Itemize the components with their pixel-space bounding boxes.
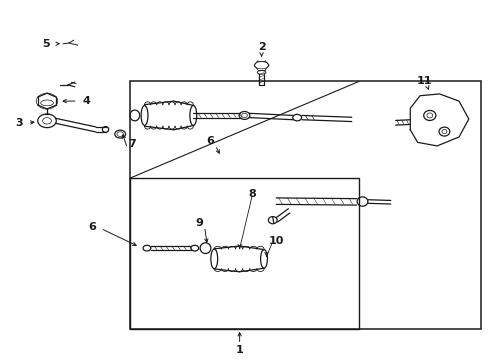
Text: 11: 11 <box>416 76 432 86</box>
Text: 2: 2 <box>257 42 265 52</box>
Text: 1: 1 <box>235 345 243 355</box>
Text: 6: 6 <box>206 136 214 145</box>
Text: 9: 9 <box>195 218 203 228</box>
Text: 3: 3 <box>16 118 23 128</box>
Text: 6: 6 <box>88 222 96 231</box>
Text: 4: 4 <box>82 96 90 106</box>
Text: 7: 7 <box>128 139 136 149</box>
Text: 8: 8 <box>247 189 255 199</box>
Text: 10: 10 <box>268 236 284 246</box>
Bar <box>130 81 480 329</box>
Text: 5: 5 <box>41 39 49 49</box>
Bar <box>130 178 358 329</box>
